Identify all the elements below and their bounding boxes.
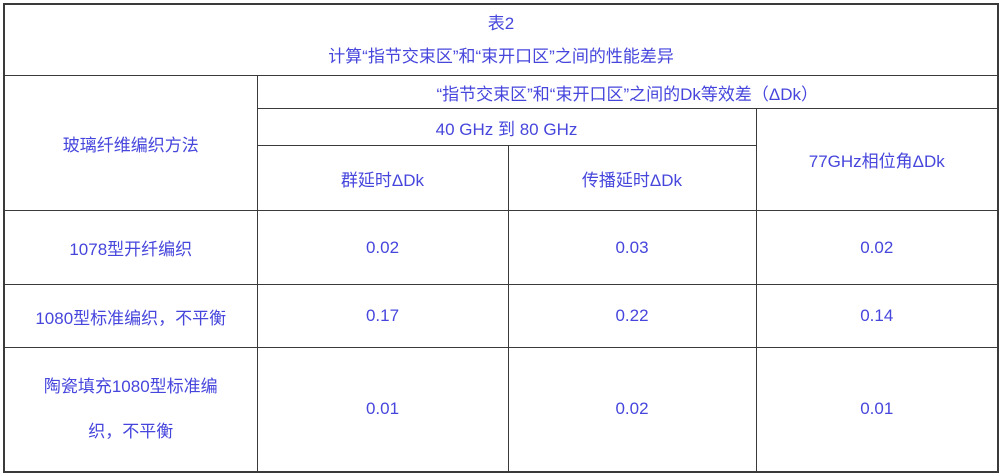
value-phase-angle: 0.02 — [755, 210, 999, 285]
table-title-row: 表2 计算“指节交束区”和“束开口区”之间的性能差异 — [3, 3, 999, 76]
table-subtitle: 计算“指节交束区”和“束开口区”之间的性能差异 — [328, 47, 674, 66]
table-row: 陶瓷填充1080型标准编 织，不平衡 0.01 0.02 0.01 — [3, 347, 999, 472]
value-group-delay: 0.01 — [256, 347, 509, 472]
header-phase-angle: 77GHz相位角ΔDk — [755, 108, 999, 211]
table-number-title: 表2 — [487, 14, 515, 33]
table-title-cell: 表2 计算“指节交束区”和“束开口区”之间的性能差异 — [3, 3, 999, 76]
header-method: 玻璃纤维编织方法 — [3, 75, 258, 211]
header-row-dk-diff: 玻璃纤维编织方法 “指节交束区”和“束开口区”之间的Dk等效差（ΔDk） — [3, 75, 999, 211]
header-freq-range: 40 GHz 到 80 GHz — [256, 108, 757, 146]
header-row-delays: 群延时ΔDk 传播延时ΔDk — [4, 145, 998, 211]
header-row-freq-range: 40 GHz 到 80 GHz 77GHz相位角ΔDk — [4, 108, 999, 211]
value-group-delay: 0.17 — [256, 284, 509, 348]
header-prop-delay: 传播延时ΔDk — [507, 145, 757, 211]
value-group-delay: 0.02 — [256, 210, 509, 285]
value-prop-delay: 0.22 — [507, 284, 757, 348]
value-phase-angle: 0.01 — [755, 347, 999, 472]
row-label-1078: 1078型开纤编织 — [3, 210, 258, 285]
performance-difference-table: 表2 计算“指节交束区”和“束开口区”之间的性能差异 玻璃纤维编织方法 “指节交… — [3, 3, 1000, 473]
header-group-delay: 群延时ΔDk — [256, 145, 509, 211]
row-label-ceramic-1080: 陶瓷填充1080型标准编 织，不平衡 — [3, 347, 258, 472]
value-phase-angle: 0.14 — [755, 284, 999, 348]
value-prop-delay: 0.02 — [507, 347, 757, 472]
header-dk-diff: “指节交束区”和“束开口区”之间的Dk等效差（ΔDk） — [256, 75, 999, 109]
table-row: 1078型开纤编织 0.02 0.03 0.02 — [3, 210, 999, 285]
value-prop-delay: 0.03 — [507, 210, 757, 285]
row-label-1080: 1080型标准编织，不平衡 — [3, 284, 258, 348]
table-row: 1080型标准编织，不平衡 0.17 0.22 0.14 — [3, 284, 999, 348]
